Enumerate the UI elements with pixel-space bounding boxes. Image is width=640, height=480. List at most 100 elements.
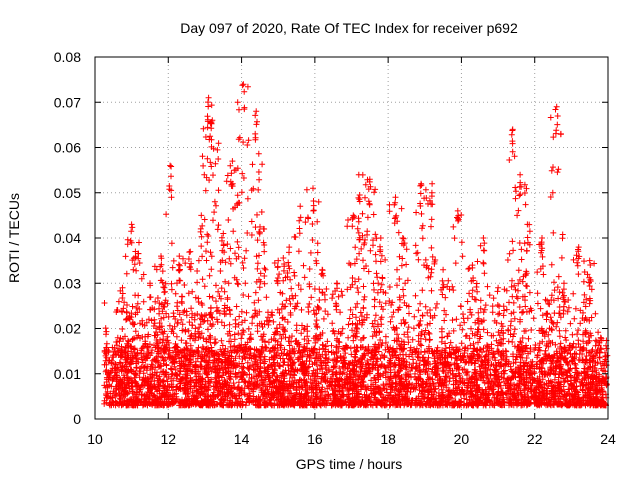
data-point (575, 337, 582, 344)
data-point (329, 295, 336, 302)
data-point (198, 390, 204, 397)
data-point (289, 396, 296, 402)
data-point (307, 397, 314, 403)
data-point (266, 317, 273, 324)
data-point (308, 392, 315, 399)
data-point (372, 186, 379, 193)
data-point (296, 217, 303, 224)
data-point (155, 375, 162, 382)
data-point (279, 355, 286, 362)
data-point (347, 306, 354, 313)
data-point (278, 372, 284, 379)
data-point (447, 339, 454, 346)
data-point (409, 336, 416, 343)
data-point (176, 277, 183, 284)
data-point (475, 339, 481, 346)
data-point (141, 377, 148, 384)
data-point (185, 290, 192, 297)
data-point (274, 278, 281, 285)
data-point (188, 368, 195, 375)
data-point (230, 357, 237, 364)
data-point (180, 361, 187, 368)
data-point (168, 240, 175, 247)
data-point (228, 349, 235, 356)
data-point (254, 402, 261, 409)
data-point (213, 379, 220, 386)
data-point (254, 118, 260, 125)
data-point (157, 347, 164, 354)
data-point (260, 391, 267, 398)
data-point (168, 280, 175, 287)
data-point (177, 277, 184, 284)
data-point (225, 390, 232, 396)
data-point (360, 335, 366, 342)
data-point (322, 342, 329, 349)
data-point (254, 328, 261, 335)
data-point (377, 337, 384, 343)
data-point (238, 374, 245, 381)
data-point (114, 364, 121, 371)
data-point (277, 331, 283, 338)
data-point (574, 331, 581, 338)
data-point (354, 300, 361, 307)
data-point (342, 361, 349, 368)
data-point (265, 363, 272, 370)
data-point (216, 365, 223, 372)
data-point (203, 346, 210, 353)
data-point (375, 376, 382, 383)
data-point (367, 247, 374, 254)
data-point (166, 322, 173, 329)
data-point (243, 309, 250, 316)
data-point (125, 338, 132, 345)
data-point (318, 271, 325, 278)
data-point (379, 340, 386, 347)
data-point (359, 363, 366, 370)
data-point (208, 136, 215, 143)
data-point (282, 334, 289, 341)
data-point (188, 305, 195, 312)
data-point (317, 401, 323, 408)
data-point (345, 334, 352, 341)
data-point (194, 268, 201, 274)
data-point (349, 311, 356, 318)
data-point (511, 330, 517, 337)
data-point (306, 281, 313, 288)
data-point (192, 337, 198, 344)
data-point (324, 338, 331, 345)
data-point (261, 273, 268, 279)
data-point (209, 117, 216, 124)
data-point (284, 319, 291, 325)
data-point (160, 385, 167, 392)
data-point (380, 381, 387, 388)
data-point (297, 203, 304, 210)
data-point (280, 362, 287, 369)
data-point (339, 292, 346, 299)
data-point (162, 371, 169, 377)
data-point (258, 374, 265, 380)
data-point (345, 391, 352, 398)
data-point (161, 289, 168, 296)
data-point (182, 371, 188, 378)
data-point (397, 351, 404, 358)
data-point (215, 156, 222, 162)
data-point (317, 362, 324, 369)
data-point (316, 297, 323, 303)
data-point (352, 321, 359, 328)
data-point (288, 354, 295, 361)
data-point (461, 345, 468, 352)
data-point (154, 331, 161, 338)
data-point (227, 245, 234, 252)
data-point (354, 225, 361, 232)
data-point (371, 286, 377, 293)
data-point (104, 388, 111, 395)
data-point (177, 368, 184, 375)
data-point (127, 343, 134, 350)
data-point (232, 316, 239, 323)
data-point (231, 384, 238, 391)
data-point (283, 380, 290, 387)
data-point (240, 329, 247, 335)
data-point (319, 400, 326, 407)
data-point (151, 332, 158, 339)
data-point (593, 338, 600, 345)
data-point (301, 326, 307, 333)
